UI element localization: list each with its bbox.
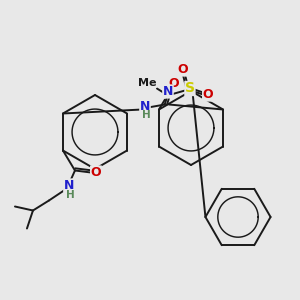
- Text: H: H: [66, 190, 74, 200]
- Text: Me: Me: [138, 77, 156, 88]
- Text: O: O: [169, 77, 179, 90]
- Text: O: O: [91, 166, 101, 179]
- Text: N: N: [64, 179, 74, 192]
- Text: S: S: [185, 82, 195, 95]
- Text: N: N: [163, 85, 173, 98]
- Text: O: O: [202, 88, 213, 101]
- Text: O: O: [178, 63, 188, 76]
- Text: N: N: [140, 100, 150, 113]
- Text: H: H: [142, 110, 150, 121]
